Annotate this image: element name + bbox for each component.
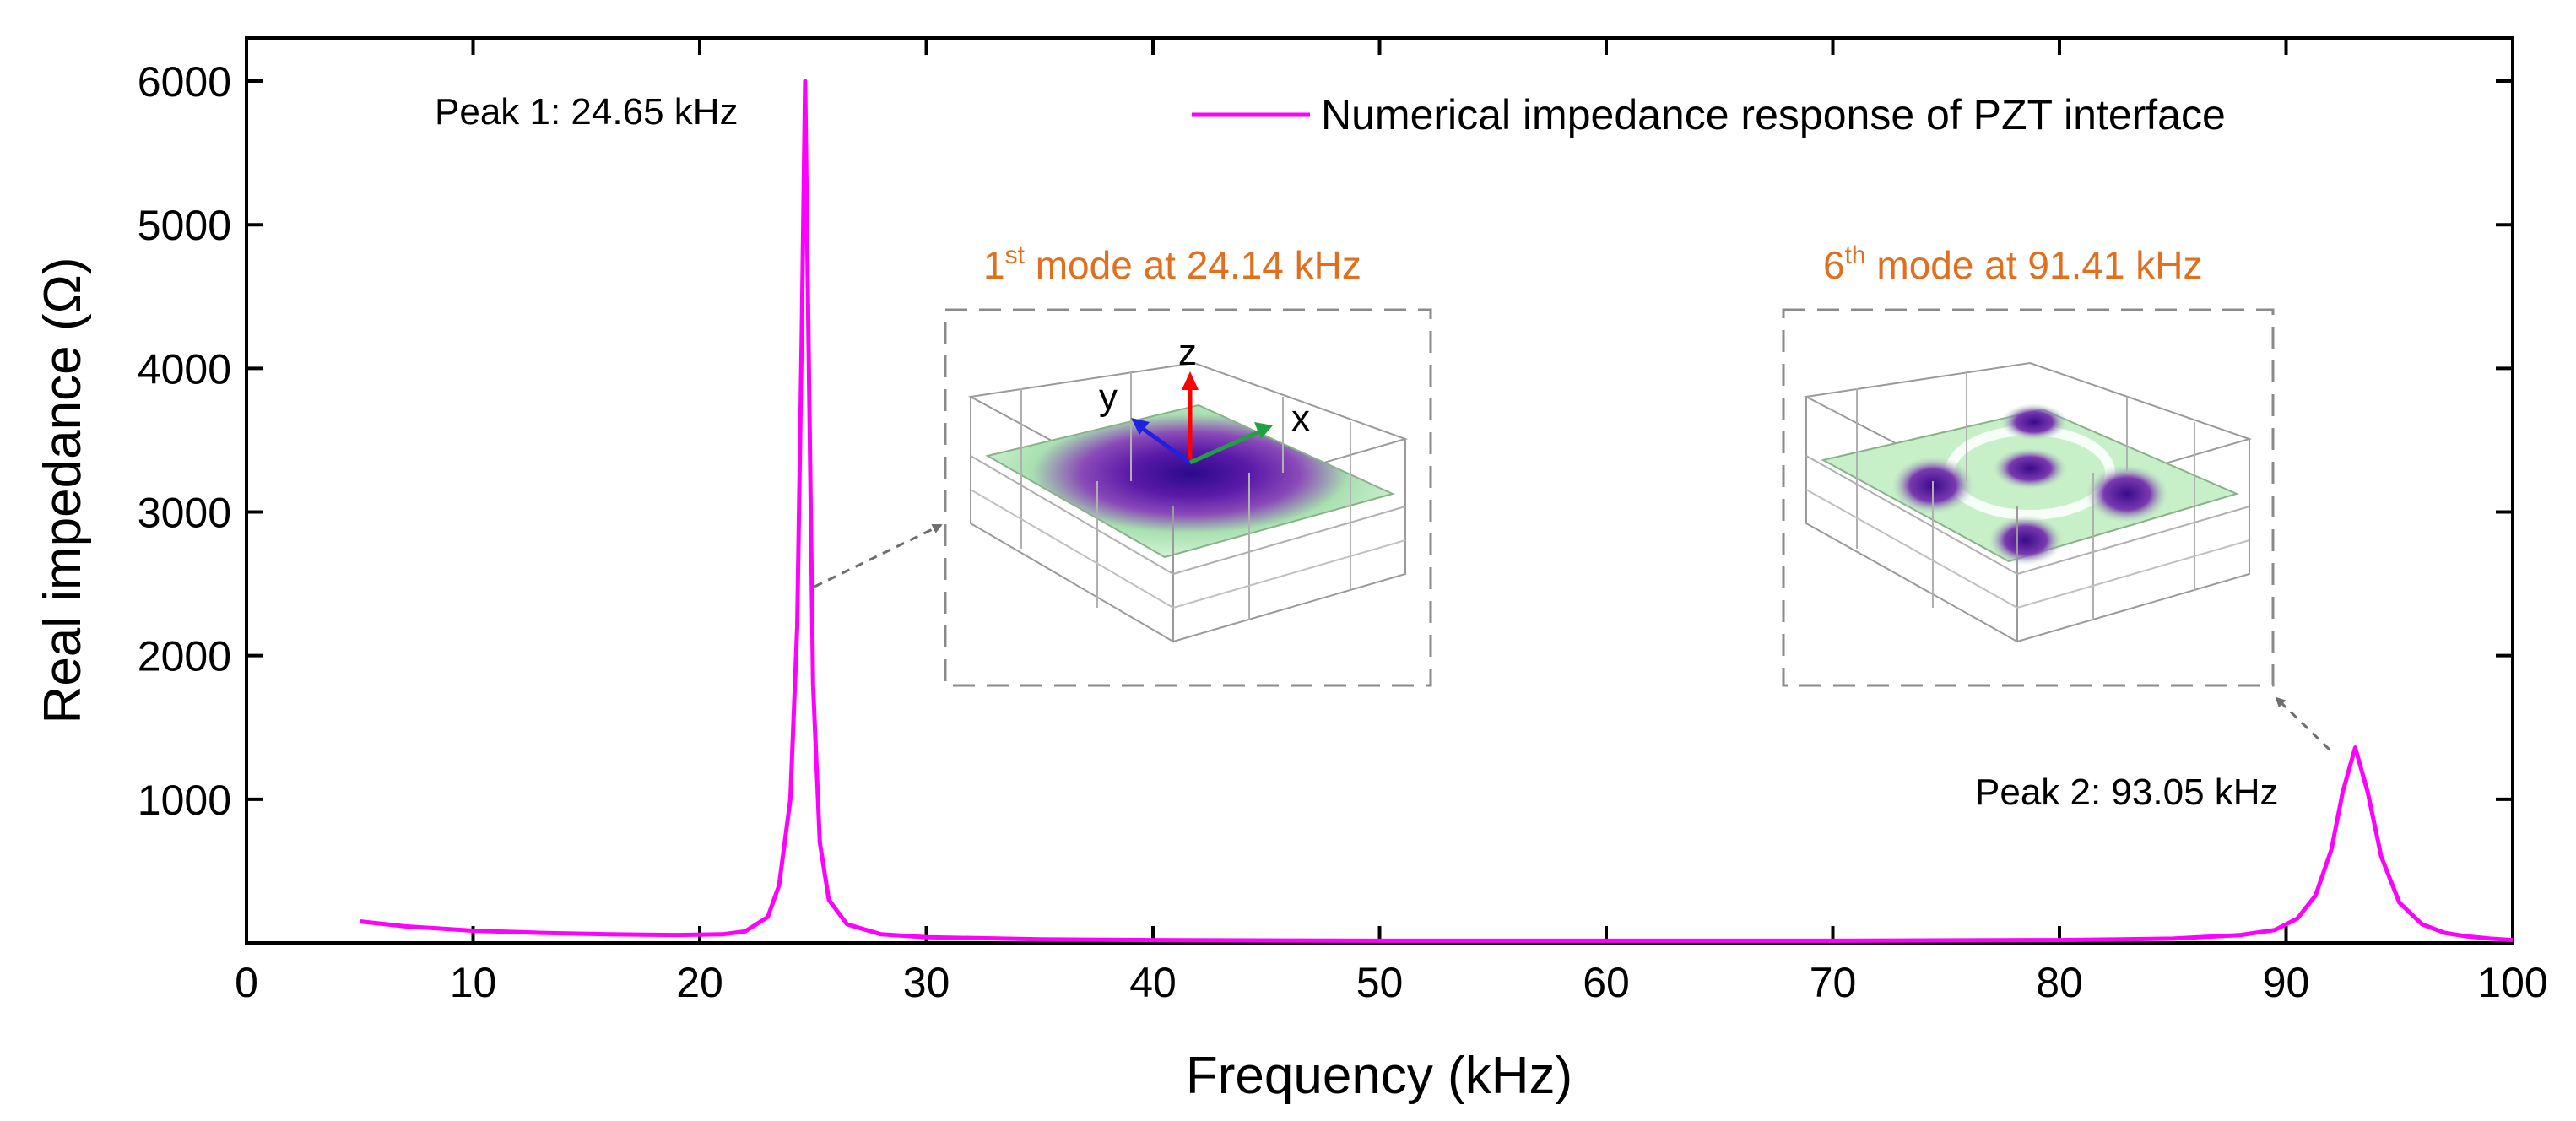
inset-2-title: 6th mode at 91.41 kHz	[1823, 241, 2203, 287]
x-tick-label: 20	[676, 959, 723, 1006]
peak-2-label: Peak 2: 93.05 kHz	[1975, 772, 2279, 813]
x-tick-label: 80	[2036, 959, 2083, 1006]
pzt-mode-shape-6-render	[1803, 361, 2253, 643]
y-tick-label: 1000	[138, 777, 231, 824]
y-tick-label: 2000	[138, 633, 231, 680]
legend: Numerical impedance response of PZT inte…	[1192, 91, 2226, 138]
series-line	[360, 79, 2514, 943]
x-tick-label: 90	[2263, 959, 2310, 1006]
legend-entry: Numerical impedance response of PZT inte…	[1321, 91, 2226, 138]
axis-y-label: y	[1099, 376, 1118, 418]
x-tick-label: 10	[450, 959, 497, 1006]
x-tick-label: 60	[1583, 959, 1630, 1006]
x-tick-label: 70	[1810, 959, 1857, 1006]
y-tick-label: 6000	[138, 58, 231, 106]
inset-1-title: 1st mode at 24.14 kHz	[983, 241, 1361, 287]
inset-1-dashed-box	[944, 308, 1432, 687]
peak-1-arrow	[814, 523, 943, 588]
y-tick-label: 4000	[138, 345, 231, 393]
x-tick-label: 40	[1129, 959, 1177, 1006]
peak-1-label: Peak 1: 24.65 kHz	[435, 91, 739, 133]
coordinate-axes: z y x	[1099, 332, 1310, 465]
x-tick-label: 30	[903, 959, 950, 1006]
axis-ticks: 0 10 20 30 40 50 60 70 80 90 100 1000 2000 3000 4000 50…	[138, 38, 2548, 1006]
y-tick-label: 5000	[138, 202, 231, 249]
y-axis-title: Real impedance (Ω)	[34, 257, 92, 724]
inset-1: 1st mode at 24.14 kHz z y	[944, 241, 1432, 687]
x-axis-title: Frequency (kHz)	[1186, 1047, 1572, 1105]
inset-2: 6th mode at 91.41 kHz	[1782, 241, 2275, 687]
x-tick-label: 0	[235, 959, 258, 1006]
axis-z-label: z	[1178, 332, 1197, 373]
peak-2-arrow	[2275, 696, 2331, 751]
x-tick-label: 100	[2477, 959, 2547, 1006]
y-tick-label: 3000	[138, 490, 231, 537]
x-tick-label: 50	[1356, 959, 1404, 1006]
axis-x-label: x	[1291, 398, 1310, 439]
inset-2-dashed-box	[1782, 308, 2275, 687]
